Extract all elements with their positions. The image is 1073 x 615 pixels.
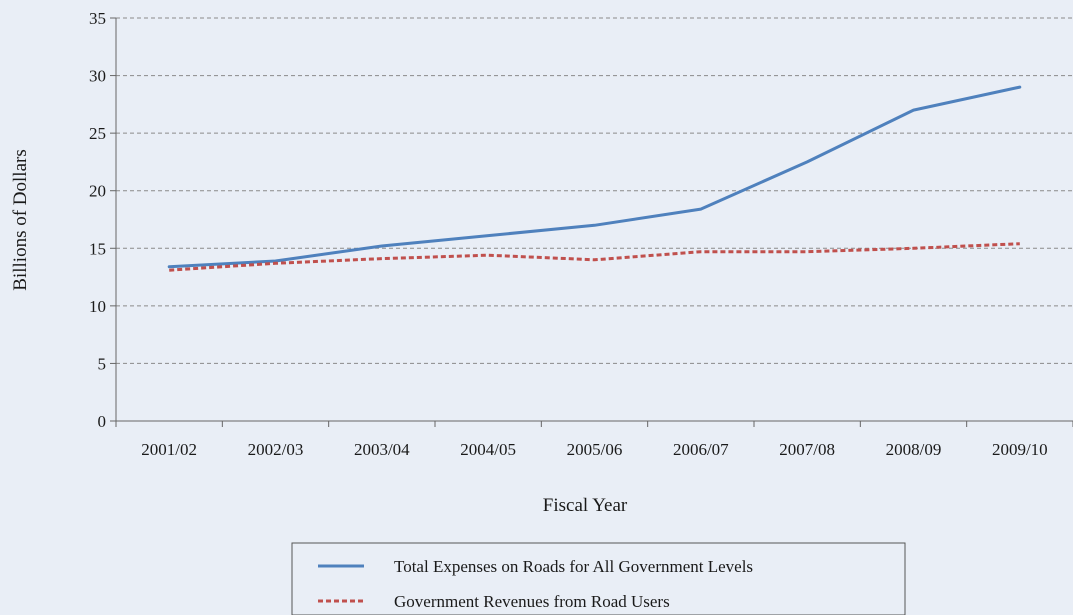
x-tick-label: 2009/10	[992, 440, 1048, 459]
y-tick-label: 25	[89, 124, 106, 143]
x-axis: 2001/02 2002/03 2003/04 2004/05 2005/06 2006/…	[115, 420, 1073, 459]
y-tick-label: 30	[89, 67, 106, 86]
legend: Total Expenses on Roads for All Governme…	[291, 542, 906, 615]
y-tick-label: 20	[89, 182, 106, 201]
y-tick-label: 15	[89, 239, 106, 258]
x-tick-label: 2001/02	[141, 440, 197, 459]
x-tick-label: 2002/03	[248, 440, 304, 459]
gridlines	[116, 17, 1073, 364]
y-axis: 0 5 10 15 20 25 30 35	[89, 9, 117, 431]
legend-label-government-revenues: Government Revenues from Road Users	[394, 592, 670, 611]
y-axis-title: Billions of Dollars	[10, 149, 31, 290]
series-lines	[167, 85, 1022, 272]
series-line-0	[167, 85, 1022, 269]
x-tick-label: 2003/04	[354, 440, 410, 459]
y-tick-label: 35	[89, 9, 106, 28]
legend-label-total-expenses: Total Expenses on Roads for All Governme…	[394, 557, 753, 576]
series-line-1	[169, 242, 1020, 272]
y-tick-label: 5	[98, 354, 107, 373]
plot-area	[116, 18, 1073, 421]
y-tick-label: 10	[89, 297, 106, 316]
x-tick-label: 2006/07	[673, 440, 729, 459]
x-tick-label: 2008/09	[886, 440, 942, 459]
y-tick-label: 0	[98, 412, 107, 431]
x-axis-title: Fiscal Year	[543, 495, 628, 516]
x-tick-label: 2005/06	[567, 440, 623, 459]
x-tick-label: 2007/08	[779, 440, 835, 459]
legend-box	[291, 542, 906, 615]
x-tick-label: 2004/05	[460, 440, 516, 459]
